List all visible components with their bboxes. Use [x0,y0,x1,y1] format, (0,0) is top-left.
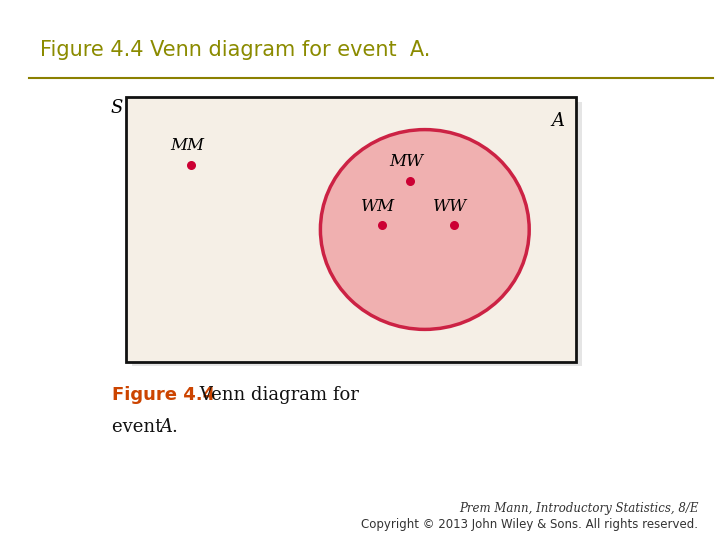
Text: WW: WW [433,198,467,215]
Text: MW: MW [390,153,424,171]
Text: WM: WM [361,198,395,215]
Point [448,221,459,230]
Text: Figure 4.4: Figure 4.4 [112,386,215,404]
Text: Prem Mann, Introductory Statistics, 8/E: Prem Mann, Introductory Statistics, 8/E [459,502,698,515]
Text: Venn diagram for: Venn diagram for [194,386,359,404]
Text: A: A [160,418,173,436]
Text: .: . [171,418,177,436]
Bar [126,97,576,362]
Text: S: S [110,99,123,117]
Ellipse shape [320,130,529,329]
Text: Figure 4.4 Venn diagram for event  A.: Figure 4.4 Venn diagram for event A. [40,40,430,60]
Text: A: A [552,112,564,131]
Text: event: event [112,418,168,436]
Point [405,177,416,185]
Text: Copyright © 2013 John Wiley & Sons. All rights reserved.: Copyright © 2013 John Wiley & Sons. All … [361,518,698,531]
Bar [132,102,582,366]
Text: MM: MM [170,137,204,154]
Point [376,221,387,230]
Point [185,160,197,169]
